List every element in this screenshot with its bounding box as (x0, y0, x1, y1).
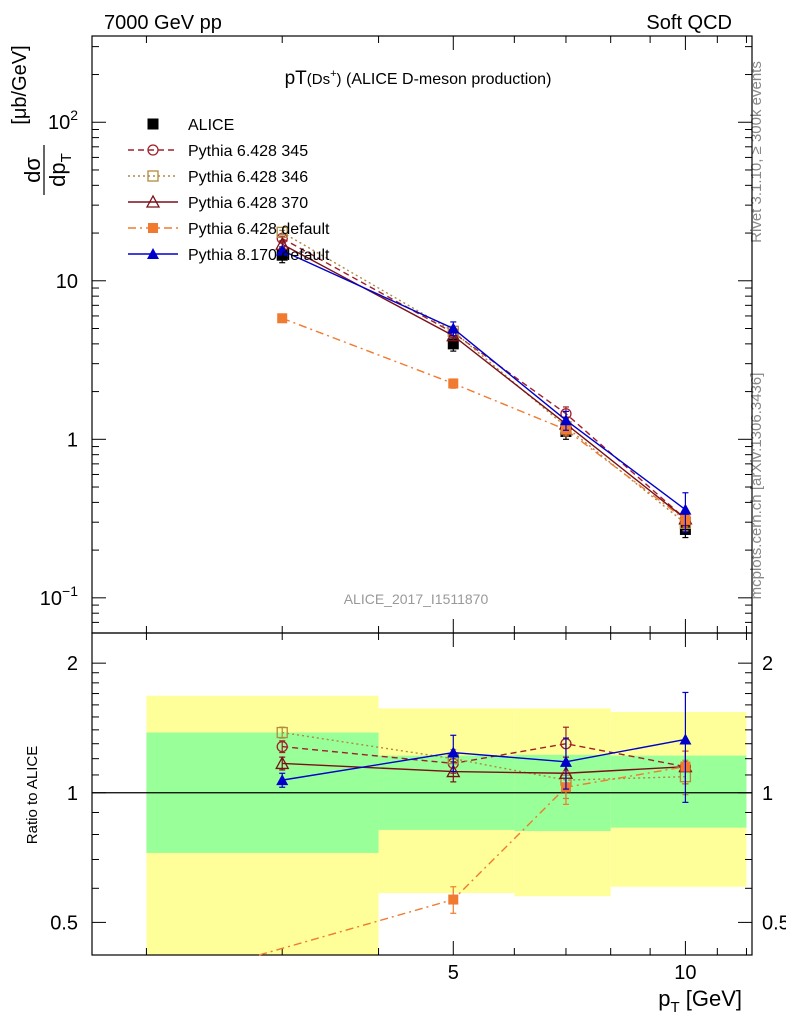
ylabel-numerator: dσ (20, 157, 45, 183)
legend-marker-pythia-6-428-default (148, 223, 158, 233)
main-line-pythia-6-428-370 (281, 243, 686, 520)
ratio-point-pythia-6-428-346-0 (276, 726, 288, 739)
legend-marker-pythia-6-428-346 (147, 170, 159, 182)
xlabel-sub: T (670, 999, 679, 1016)
main-ytick-base-2: 10 (56, 271, 78, 293)
ratio-series-pythia-8-170-default (276, 691, 692, 803)
analysis-id: ALICE_2017_I1511870 (344, 591, 489, 607)
ratio-ylabel: Ratio to ALICE (24, 746, 41, 844)
xlabel-unit: [GeV] (680, 986, 742, 1011)
ylabel-unit: [μb/GeV] (9, 45, 31, 124)
main-series-pythia-8-170-default (276, 244, 692, 533)
legend-marker-pythia-6-428-345 (147, 144, 159, 156)
title-sub: (Ds (307, 71, 330, 88)
ratio-ytick-right-label-1: 1 (762, 783, 773, 805)
legend-entry-pythia-6-428-default: Pythia 6.428 default (128, 221, 330, 238)
main-ytick-exp-0: −1 (62, 583, 78, 599)
ratio-line-pythia-6-428-345 (282, 743, 686, 768)
main-line-pythia-6-428-345 (281, 237, 686, 520)
ylabel-den-sub: T (58, 153, 75, 162)
ratio-ytick-left-label-2: 2 (67, 653, 78, 675)
ratio-point-pythia-8-170-default-2 (559, 755, 572, 767)
xlabel: pT [GeV] (658, 986, 742, 1016)
legend-entry-pythia-6-428-345: Pythia 6.428 345 (128, 143, 308, 160)
ratio-line-pythia-6-428-default (258, 765, 686, 956)
main-ytick-base-0: 10 (40, 588, 62, 610)
ratio-line-pythia-6-428-370 (282, 762, 686, 774)
legend-marker-pythia-8-170-default (147, 248, 159, 259)
main-point-alice-1 (447, 338, 459, 350)
legend-label-alice: ALICE (188, 117, 234, 134)
xtick-label-1: 10 (674, 962, 696, 984)
main-point-pythia-8-170-default-0 (276, 244, 289, 256)
ratio-ytick-left-label-0: 0.5 (50, 912, 78, 934)
title-main: pT (285, 68, 308, 89)
ratio-panel-axes: 0.5 0.5 1 1 2 2 5 10 (50, 632, 786, 984)
main-ytick-exp-3: 2 (70, 107, 78, 123)
legend-marker-pythia-6-428-370 (145, 194, 161, 208)
header-category-label: Soft QCD (646, 12, 732, 34)
main-series-pythia-6-428-370 (275, 236, 693, 527)
xtick-label-0: 5 (448, 962, 459, 984)
main-point-pythia-8-170-default-1 (447, 322, 460, 334)
legend-label-pythia-6-428-370: Pythia 6.428 370 (188, 195, 308, 212)
legend-entry-pythia-6-428-370: Pythia 6.428 370 (128, 194, 308, 212)
title-rest: (ALICE D-meson production) (342, 71, 552, 88)
main-ytick-base-3: 10 (48, 112, 70, 134)
legend-label-pythia-6-428-default: Pythia 6.428 default (188, 221, 330, 238)
main-point-pythia-6-428-default-0 (277, 313, 288, 324)
legend-entry-alice: ALICE (147, 117, 234, 134)
main-point-pythia-6-428-default-1 (448, 378, 459, 389)
ratio-point-pythia-8-170-default-1 (447, 746, 460, 758)
ylabel-denominator: dpT (45, 153, 75, 187)
legend-label-pythia-6-428-345: Pythia 6.428 345 (188, 143, 308, 160)
xlabel-main: p (658, 986, 670, 1011)
main-point-pythia-8-170-default-2 (559, 414, 572, 426)
ratio-point-pythia-6-428-default-1 (448, 894, 459, 905)
main-series-alice (276, 247, 691, 539)
main-line-pythia-6-428-default (281, 317, 686, 521)
legend-entry-pythia-6-428-346: Pythia 6.428 346 (128, 169, 308, 186)
main-series-pythia-6-428-346 (276, 226, 692, 532)
main-panel-series (275, 226, 693, 539)
main-point-pythia-8-170-default-3 (679, 503, 692, 515)
main-ytick-label-0: 10−1 (40, 583, 78, 610)
legend: ALICE Pythia 6.428 345 Pythia 6.428 346 Pyt… (128, 117, 330, 264)
mcplots-label: mcplots.cern.ch [arXiv:1306.3436] (748, 373, 765, 600)
ratio-ytick-right-label-0: 0.5 (762, 912, 786, 934)
main-ylabel: dσ dpT [μb/GeV] (9, 45, 75, 195)
ratio-ytick-right-label-2: 2 (762, 653, 773, 675)
ratio-uncertainty-bands (146, 695, 747, 955)
ratio-point-pythia-6-428-345-0 (276, 740, 288, 753)
ratio-ytick-left-label-1: 1 (67, 783, 78, 805)
legend-entry-pythia-8-170-default: Pythia 8.170 default (128, 247, 330, 264)
header-collision-label: 7000 GeV pp (104, 12, 222, 34)
main-ytick-label-2: 10 (56, 271, 78, 293)
ratio-line-pythia-6-428-346 (282, 731, 686, 781)
main-line-pythia-8-170-default (281, 249, 686, 511)
ratio-point-pythia-8-170-default-0 (276, 774, 289, 786)
ratio-point-pythia-8-170-default-3 (679, 733, 692, 745)
legend-label-pythia-6-428-346: Pythia 6.428 346 (188, 169, 308, 186)
title-close: ) (337, 71, 342, 88)
rivet-label: Rivet 3.1.10, ≥ 300k events (748, 61, 765, 243)
ratio-frame (91, 632, 753, 956)
title-sup: + (330, 68, 336, 80)
main-ytick-label-3: 102 (48, 107, 78, 134)
ratio-panel-series (258, 691, 693, 956)
main-ytick-label-1: 1 (67, 429, 78, 451)
main-series-pythia-6-428-default (277, 313, 691, 528)
ratio-line-pythia-8-170-default (282, 738, 686, 781)
legend-label-pythia-8-170-default: Pythia 8.170 default (188, 247, 330, 264)
main-ytick-base-1: 1 (67, 429, 78, 451)
plot-title: pT(Ds+) (ALICE D-meson production) (285, 68, 552, 89)
legend-marker-alice (147, 118, 159, 130)
ylabel-den-main: dp (45, 162, 70, 186)
ratio-point-pythia-6-428-370-0 (275, 756, 290, 770)
